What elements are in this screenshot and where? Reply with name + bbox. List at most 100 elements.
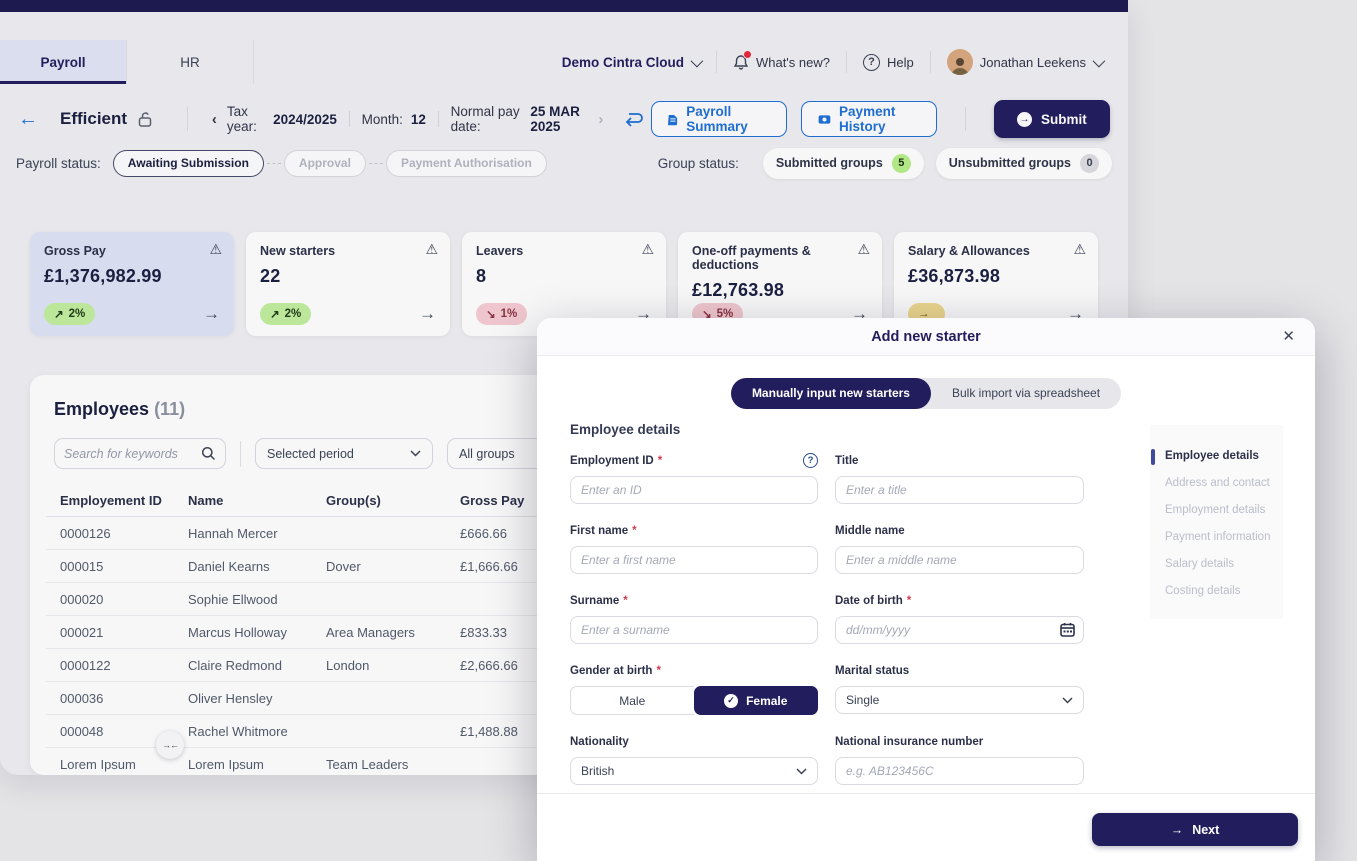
- help-icon[interactable]: ?: [803, 453, 818, 468]
- unsubmitted-groups-pill[interactable]: Unsubmitted groups 0: [935, 147, 1112, 179]
- tax-year-value: 2024/2025: [273, 111, 337, 127]
- user-name: Jonathan Leekens: [979, 54, 1086, 70]
- whats-new-button[interactable]: What's new?: [717, 50, 846, 70]
- refresh-period-icon[interactable]: [623, 111, 645, 127]
- trend-badge: ↗ 2%: [44, 303, 96, 325]
- payment-history-label: Payment History: [839, 104, 896, 134]
- month-label: Month:: [361, 111, 403, 127]
- title-input[interactable]: [835, 476, 1084, 504]
- status-step-payment-authorisation[interactable]: Payment Authorisation: [385, 149, 547, 177]
- step-salary-details[interactable]: Salary details: [1165, 558, 1235, 570]
- company-selector[interactable]: Demo Cintra Cloud: [546, 54, 716, 70]
- payroll-summary-label: Payroll Summary: [686, 104, 748, 134]
- period-info: Tax year: 2024/2025 Month: 12 Normal pay…: [227, 104, 589, 134]
- submitted-count-badge: 5: [891, 153, 911, 173]
- status-step-awaiting-submission[interactable]: Awaiting Submission: [112, 149, 264, 177]
- trend-badge: ↘ 1%: [476, 303, 528, 325]
- next-button[interactable]: → Next: [1092, 813, 1298, 846]
- warning-icon: ⚠: [209, 241, 222, 257]
- status-step-approval[interactable]: Approval: [283, 149, 366, 177]
- check-icon: ✓: [724, 693, 739, 708]
- field-first-name: First name *: [570, 523, 818, 574]
- gender-male-option[interactable]: Male: [570, 686, 694, 715]
- user-menu[interactable]: Jonathan Leekens: [931, 49, 1118, 75]
- arrow-right-icon: →: [1170, 822, 1184, 837]
- field-middle-name: Middle name: [835, 523, 1084, 574]
- card-new-starters[interactable]: New starters ⚠ 22 ↗ 2% →: [246, 232, 450, 336]
- payroll-name: Efficient: [60, 109, 128, 128]
- chevron-down-icon: [796, 767, 807, 775]
- field-ni-number: National insurance number: [835, 734, 1084, 785]
- card-open-arrow-icon[interactable]: →: [203, 304, 220, 323]
- gender-toggle: Male ✓ Female: [570, 686, 818, 715]
- employment-id-input[interactable]: [570, 476, 818, 504]
- field-gender-at-birth: Gender at birth * Male ✓ Female: [570, 663, 818, 715]
- pay-date-value: 25 MAR 2025: [530, 104, 580, 134]
- table-row[interactable]: Lorem Ipsum Lorem Ipsum Team Leaders: [46, 748, 1082, 775]
- payroll-status-label: Payroll status:: [16, 155, 101, 171]
- step-address-and-contact[interactable]: Address and contact: [1165, 477, 1270, 489]
- submitted-groups-label: Submitted groups: [775, 156, 883, 170]
- period-filter-select[interactable]: Selected period: [255, 438, 433, 469]
- trend-up-icon: ↗: [270, 309, 280, 321]
- close-icon[interactable]: ✕: [1282, 328, 1295, 345]
- calendar-icon[interactable]: [1060, 622, 1075, 637]
- banknote-icon: [818, 114, 831, 124]
- chevron-down-icon: [1062, 696, 1073, 704]
- modal-footer: → Next: [537, 793, 1315, 861]
- field-surname: Surname *: [570, 593, 818, 644]
- toggle-bulk-import[interactable]: Bulk import via spreadsheet: [951, 386, 1101, 400]
- step-payment-information[interactable]: Payment information: [1165, 531, 1271, 543]
- submit-button[interactable]: → Submit: [993, 100, 1111, 138]
- gender-female-option[interactable]: ✓ Female: [693, 686, 818, 715]
- card-open-arrow-icon[interactable]: →: [419, 304, 436, 323]
- unlocked-icon: [137, 111, 153, 128]
- submit-label: Submit: [1041, 111, 1087, 127]
- payment-history-button[interactable]: Payment History: [801, 101, 938, 137]
- date-of-birth-input[interactable]: [835, 616, 1084, 644]
- employee-details-form: Employee details Employment ID * ? Title: [570, 422, 1084, 785]
- ni-number-input[interactable]: [835, 757, 1084, 785]
- browser-top-strip: [0, 0, 1128, 12]
- middle-name-input[interactable]: [835, 546, 1084, 574]
- unsubmitted-groups-label: Unsubmitted groups: [948, 156, 1071, 170]
- collapse-sidebar-handle[interactable]: →←: [156, 731, 184, 759]
- previous-period-button[interactable]: ‹: [211, 110, 217, 128]
- step-employee-details[interactable]: Employee details: [1150, 443, 1283, 469]
- search-input[interactable]: [64, 446, 201, 461]
- step-employment-details[interactable]: Employment details: [1165, 504, 1266, 516]
- table-row[interactable]: 000015 Daniel Kearns Dover £1,666.66: [46, 550, 1082, 583]
- tab-payroll[interactable]: Payroll: [0, 40, 127, 84]
- nationality-select[interactable]: British: [570, 757, 818, 785]
- month-value: 12: [410, 111, 426, 127]
- card-gross-pay[interactable]: Gross Pay ⚠ £1,376,982.99 ↗ 2% →: [30, 232, 234, 336]
- whats-new-label: What's new?: [755, 54, 830, 70]
- help-label: Help: [886, 54, 914, 70]
- warning-icon: ⚠: [857, 241, 870, 257]
- help-icon: ?: [862, 53, 880, 71]
- tab-hr[interactable]: HR: [127, 40, 254, 84]
- first-name-input[interactable]: [570, 546, 818, 574]
- unsubmitted-count-badge: 0: [1080, 153, 1099, 173]
- field-nationality: Nationality British: [570, 734, 818, 785]
- trend-down-icon: ↘: [702, 309, 712, 321]
- employee-search[interactable]: [54, 438, 226, 469]
- payroll-summary-button[interactable]: Payroll Summary: [651, 101, 788, 137]
- collapse-icon: →←: [162, 740, 179, 750]
- module-tabbar: Payroll HR Demo Cintra Cloud What's new?: [0, 40, 1128, 84]
- surname-input[interactable]: [570, 616, 818, 644]
- submitted-groups-pill[interactable]: Submitted groups 5: [762, 147, 924, 179]
- step-costing-details[interactable]: Costing details: [1165, 585, 1241, 597]
- employees-count: (11): [154, 399, 186, 419]
- next-period-button[interactable]: ›: [598, 110, 604, 128]
- warning-icon: ⚠: [641, 241, 654, 257]
- input-mode-toggle: Manually input new starters Bulk import …: [730, 378, 1122, 409]
- back-button[interactable]: ←: [18, 107, 38, 130]
- avatar: [946, 49, 973, 75]
- chevron-down-icon: [410, 450, 421, 457]
- help-button[interactable]: ? Help: [847, 53, 930, 71]
- toggle-manual-input[interactable]: Manually input new starters: [730, 378, 931, 409]
- marital-status-select[interactable]: Single: [835, 686, 1084, 714]
- arrow-right-icon: →: [1017, 111, 1033, 127]
